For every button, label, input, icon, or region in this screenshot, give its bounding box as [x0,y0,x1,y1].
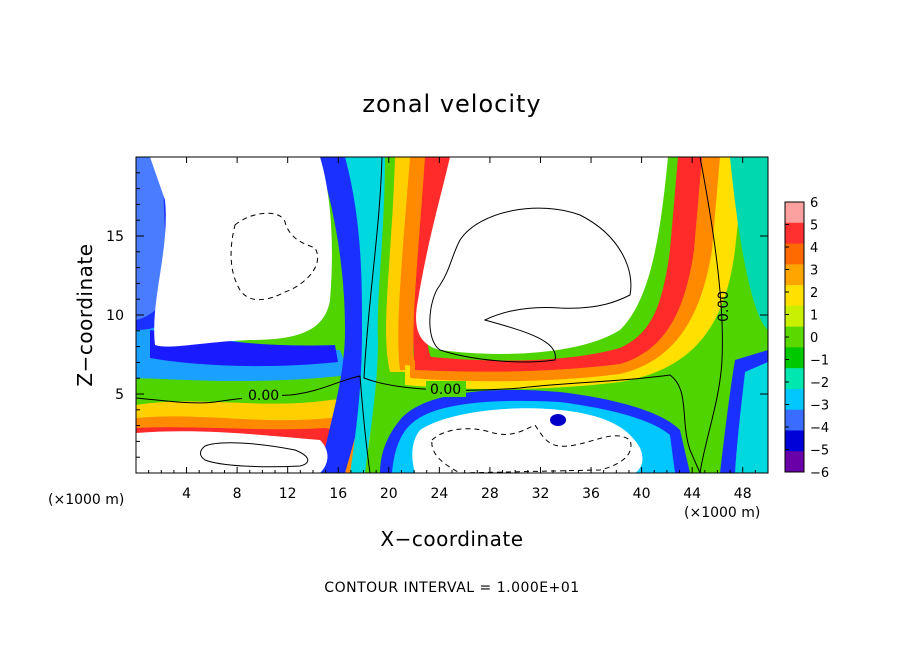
x-tick-label: 28 [481,486,499,502]
colorbar-swatch [785,202,804,224]
colorbar-swatch [785,451,804,473]
chart-title: zonal velocity [362,90,541,118]
colorbar-label: 4 [810,241,818,256]
colorbar-label: 2 [810,286,818,301]
colorbar-label: −4 [810,421,829,436]
colorbar-swatch [785,368,804,390]
contour-positive-lower-left [200,442,309,468]
contour-zero-central [363,157,701,473]
x-tick-label: 12 [279,486,297,502]
contour-interval-footer: CONTOUR INTERVAL = 1.000E+01 [324,580,579,596]
x-tick-label: 4 [182,486,191,502]
colorbar-swatch [785,305,804,328]
x-axis-ticks: 4 8 12 16 20 24 28 32 36 40 44 48 [148,157,756,502]
x-tick-label: 20 [380,486,398,502]
contour-label-left: 0.00 [248,388,279,404]
colorbar-swatch [785,222,804,245]
colorbar: 6 5 4 3 2 1 0 −1 −2 −3 −4 −5 −6 [784,196,829,481]
band-central-cyan [345,157,385,473]
colorbar-label: 3 [810,264,818,279]
y-axis-label: Z−coordinate [73,243,97,386]
y-tick-label: 5 [115,387,124,403]
x-unit-left: (×1000 m) [48,492,124,508]
contour-labels: 0.00 0.00 0.00 [242,291,732,404]
x-tick-label: 24 [430,486,448,502]
band-right-cyan [730,157,768,330]
colorbar-swatch [785,388,804,411]
white-lower-left [136,431,328,473]
y-tick-label: 10 [106,308,124,324]
contour-zero-left [136,375,371,473]
colorbar-swatch [785,243,804,265]
colorbar-label: −3 [810,399,829,414]
colorbar-label: −1 [810,354,829,369]
x-unit-right: (×1000 m) [684,505,760,521]
band-right-cyan-low [735,362,768,473]
x-tick-label: 16 [329,486,347,502]
y-axis-ticks: 5 10 15 [106,172,768,458]
x-tick-label: 32 [532,486,550,502]
colorbar-label: −2 [810,376,829,391]
x-tick-label: 48 [734,486,752,502]
x-tick-label: 44 [683,486,701,502]
colorbar-label: 6 [810,196,818,211]
colorbar-swatch [785,264,804,286]
colorbar-label: 5 [810,219,818,234]
x-tick-label: 40 [633,486,651,502]
contour-negative-upper-left [230,212,319,301]
colorbar-label: −6 [810,466,829,481]
colorbar-label: 0 [810,331,818,346]
white-upper-left [150,157,332,347]
x-tick-label: 36 [582,486,600,502]
band-left-edge-inner [136,157,167,320]
contour-label-central: 0.00 [430,382,461,398]
white-lower-central [412,408,643,473]
x-axis-label: X−coordinate [380,527,523,551]
contour-zero-right [699,157,723,473]
contour-positive-dome [429,207,632,363]
colorbar-swatch [785,347,804,369]
colorbar-swatch [785,430,804,452]
colorbar-swatch [785,326,804,348]
heatmap-field [136,157,768,473]
colorbar-swatch [785,409,804,431]
band-central-blue [318,157,371,473]
contour-label-right: 0.00 [716,291,732,322]
x-tick-label: 8 [233,486,242,502]
y-tick-label: 15 [106,229,124,245]
colorbar-swatch [785,285,804,307]
colorbar-label: 1 [810,309,818,324]
colorbar-label: −5 [810,444,829,459]
